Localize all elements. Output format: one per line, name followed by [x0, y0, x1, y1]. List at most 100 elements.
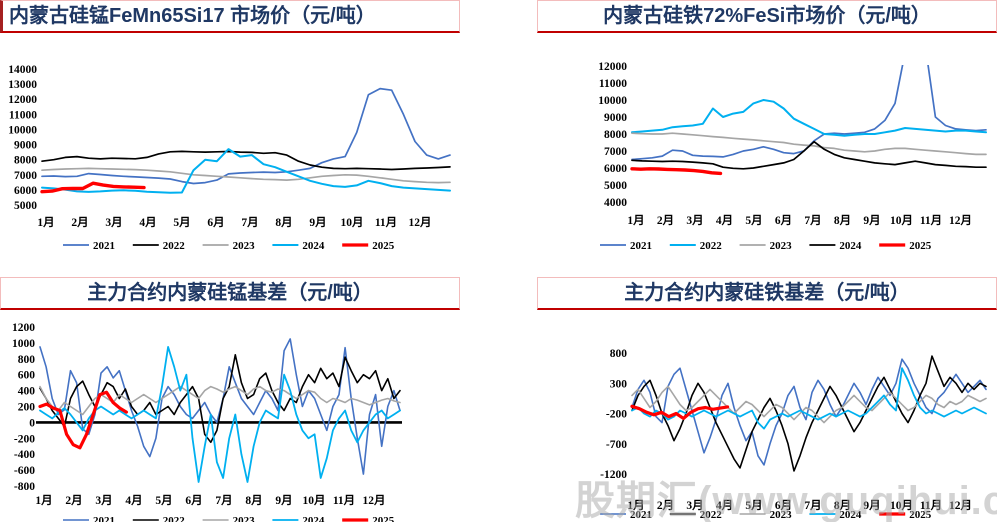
x-tick-label: 11月 [920, 499, 942, 512]
legend-item-2024: 2024 [272, 240, 325, 252]
svg-text:2023: 2023 [233, 240, 256, 252]
x-tick-label: 2月 [657, 499, 674, 512]
panel-simn-price: 内蒙古硅锰FeMn65Si17 市场价（元/吨） 14000 13000 12000… [0, 0, 460, 252]
series-line-2025 [630, 167, 723, 176]
chart-title-text: 内蒙古硅铁72%FeSi市场价（元/吨） [603, 5, 931, 27]
y-tick-label: 8000 [604, 129, 627, 141]
legend-item-2022: 2022 [669, 240, 723, 252]
x-tick-label: 11月 [920, 214, 942, 227]
x-tick-label: 4月 [716, 214, 733, 227]
chart-title-text: 内蒙古硅锰FeMn65Si17 市场价（元/吨） [9, 5, 376, 27]
y-tick-label: 12000 [598, 61, 627, 73]
legend-item-2021: 2021 [600, 240, 652, 252]
y-tick-label: 5000 [604, 180, 627, 192]
x-tick-label: 7月 [804, 214, 821, 227]
y-tick-label: 8000 [14, 155, 37, 167]
y-tick-label: 11000 [9, 109, 37, 121]
chart-title-text: 主力合约内蒙硅铁基差（元/吨） [624, 282, 910, 304]
y-tick-label: 6000 [604, 163, 627, 175]
x-tick-label: 8月 [245, 494, 262, 507]
svg-text:2022: 2022 [163, 240, 186, 252]
svg-text:2022: 2022 [700, 240, 723, 252]
svg-text:2025: 2025 [372, 240, 395, 252]
chart-title-simn-price: 内蒙古硅锰FeMn65Si17 市场价（元/吨） [0, 0, 460, 33]
y-tick-label: 6000 [14, 185, 37, 197]
svg-text:2024: 2024 [839, 509, 862, 521]
series-line-2022 [631, 99, 987, 137]
series-line-2025 [630, 404, 730, 421]
y-tick-label: 14000 [8, 64, 37, 76]
legend-item-2025: 2025 [879, 509, 932, 521]
x-tick-label: 9月 [863, 214, 880, 227]
x-tick-label: 11月 [333, 494, 355, 507]
x-tick-label: 10月 [890, 499, 913, 512]
series-line-2024 [631, 140, 987, 170]
series-line-2024 [39, 346, 401, 483]
svg-text:2023: 2023 [770, 240, 793, 252]
x-tick-label: 3月 [686, 214, 703, 227]
legend-item-2023: 2023 [739, 509, 793, 521]
y-tick-label: 4000 [604, 197, 627, 209]
series-line-2021 [631, 358, 987, 466]
x-tick-label: 7月 [241, 216, 258, 229]
series-line-2021 [41, 87, 451, 185]
svg-text:2025: 2025 [372, 515, 395, 522]
x-tick-label: 3月 [105, 216, 122, 229]
legend-item-2023: 2023 [202, 240, 256, 252]
x-tick-label: 2月 [657, 214, 674, 227]
simn-price-chart: 14000 13000 12000 11000 10000 9000 8000 7000 600… [0, 33, 460, 270]
panel-fesi-price: 内蒙古硅铁72%FeSi市场价（元/吨） 12000 11000 10000 9000… [537, 0, 997, 252]
x-tick-label: 10月 [890, 214, 913, 227]
x-tick-label: 10月 [303, 494, 326, 507]
series-line-2025 [38, 390, 129, 450]
svg-text:2023: 2023 [770, 509, 793, 521]
legend-item-2022: 2022 [669, 509, 723, 521]
chart-title-simn-basis: 主力合约内蒙硅锰基差（元/吨） [0, 277, 460, 310]
series-line-2024 [631, 367, 987, 430]
legend-item-2024: 2024 [809, 240, 862, 252]
legend-item-2025: 2025 [342, 515, 395, 522]
panel-simn-basis: 主力合约内蒙硅锰基差（元/吨） 1200 1000 800 600 400 200 0 -20… [0, 277, 460, 522]
svg-text:2023: 2023 [233, 515, 256, 522]
y-tick-label: 200 [18, 402, 36, 414]
svg-text:2021: 2021 [630, 509, 652, 521]
legend-item-2021: 2021 [63, 515, 115, 522]
simn-basis-chart: 1200 1000 800 600 400 200 0 -200 -400 -600 -800 1月 2… [0, 310, 460, 522]
y-tick-label: -600 [14, 465, 35, 477]
y-tick-label: 7000 [604, 146, 627, 158]
y-tick-label: 800 [610, 348, 628, 360]
x-tick-label: 12月 [949, 499, 972, 512]
legend-item-2022: 2022 [132, 515, 186, 522]
y-tick-label: 11000 [599, 78, 627, 90]
fesi-price-chart: 12000 11000 10000 9000 8000 7000 6000 5000 4000 1… [537, 33, 997, 270]
y-tick-label: 600 [18, 370, 36, 382]
chart-title-text: 主力合约内蒙硅锰基差（元/吨） [87, 282, 373, 304]
legend-item-2025: 2025 [879, 240, 932, 252]
x-tick-label: 12月 [409, 216, 432, 229]
x-tick-label: 5月 [155, 494, 172, 507]
legend-item-2024: 2024 [272, 515, 325, 522]
legend-item-2022: 2022 [132, 240, 186, 252]
series-line-2022 [41, 150, 451, 171]
series-line-2025 [40, 181, 146, 194]
y-tick-label: 300 [610, 378, 628, 390]
y-tick-label: 10000 [598, 95, 627, 107]
x-tick-label: 5月 [745, 214, 762, 227]
svg-text:2025: 2025 [909, 240, 932, 252]
svg-text:2025: 2025 [909, 509, 932, 521]
x-tick-label: 7月 [804, 499, 821, 512]
y-tick-label: -1200 [600, 469, 627, 481]
x-tick-label: 12月 [363, 494, 386, 507]
svg-text:2021: 2021 [93, 240, 115, 252]
svg-text:2021: 2021 [630, 240, 652, 252]
y-tick-label: 13000 [8, 79, 37, 91]
legend-item-2023: 2023 [739, 240, 793, 252]
x-tick-label: 9月 [309, 216, 326, 229]
svg-text:2022: 2022 [163, 515, 186, 522]
y-tick-label: 400 [18, 386, 36, 398]
y-tick-label: 12000 [8, 94, 37, 106]
svg-text:2022: 2022 [700, 509, 723, 521]
x-tick-label: 1月 [35, 494, 52, 507]
svg-text:2024: 2024 [302, 515, 325, 522]
